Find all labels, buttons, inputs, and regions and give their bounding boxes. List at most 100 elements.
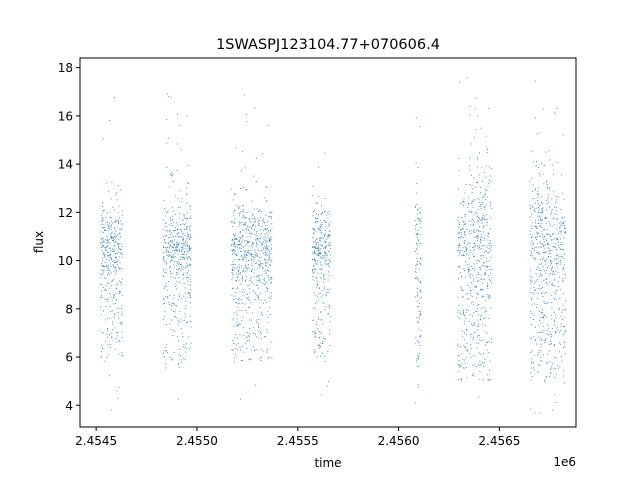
data-point: [555, 368, 556, 370]
data-point: [478, 217, 479, 218]
data-point: [239, 247, 240, 249]
data-point: [553, 344, 555, 345]
data-point: [534, 280, 536, 282]
data-point: [232, 274, 234, 276]
data-point: [111, 336, 113, 338]
data-point: [329, 221, 331, 223]
data-point: [187, 234, 189, 236]
data-point: [474, 322, 475, 324]
data-point: [480, 267, 482, 269]
data-point: [180, 355, 181, 357]
data-point: [468, 245, 470, 247]
data-point: [249, 221, 251, 223]
data-point: [538, 214, 540, 216]
data-point: [232, 287, 234, 289]
data-point: [479, 269, 481, 271]
data-point: [530, 337, 532, 339]
data-point: [122, 355, 124, 357]
data-point: [177, 319, 179, 321]
data-point: [476, 286, 477, 288]
data-point: [324, 278, 326, 280]
data-point: [533, 198, 535, 199]
data-point: [115, 257, 116, 259]
data-point: [542, 332, 543, 334]
data-point: [476, 297, 477, 299]
data-point: [114, 313, 115, 315]
data-point: [484, 207, 486, 209]
data-point: [468, 211, 470, 213]
data-point: [554, 321, 555, 323]
data-point: [482, 180, 483, 182]
data-point: [165, 344, 167, 346]
data-point: [180, 149, 182, 151]
data-point: [536, 343, 537, 345]
data-point: [239, 222, 241, 224]
data-point: [256, 232, 258, 234]
data-point: [475, 310, 477, 312]
data-point: [163, 200, 165, 202]
data-point: [466, 248, 468, 249]
data-point: [319, 239, 320, 241]
data-point: [319, 229, 321, 231]
data-point: [543, 257, 545, 259]
data-point: [101, 274, 103, 276]
data-point: [265, 214, 267, 216]
data-point: [113, 316, 115, 318]
data-point: [109, 293, 111, 294]
data-point: [177, 340, 179, 342]
data-point: [181, 297, 182, 299]
data-point: [459, 365, 461, 367]
data-point: [541, 312, 543, 314]
data-point: [164, 208, 165, 209]
data-point: [531, 350, 533, 352]
data-point: [121, 246, 123, 247]
data-point: [244, 240, 246, 242]
data-point: [257, 239, 259, 241]
data-point: [248, 359, 250, 361]
data-point: [480, 318, 481, 320]
data-point: [533, 362, 534, 364]
data-point: [252, 243, 254, 245]
data-point: [313, 265, 315, 267]
data-point: [233, 361, 235, 363]
data-point: [258, 219, 260, 221]
data-point: [459, 245, 461, 246]
data-point: [555, 314, 556, 316]
data-point: [172, 298, 174, 300]
data-point: [540, 343, 542, 345]
data-point: [478, 261, 480, 262]
data-point: [258, 281, 260, 283]
data-point: [325, 222, 327, 223]
data-point: [239, 243, 241, 245]
data-point: [311, 195, 313, 197]
data-point: [184, 313, 186, 315]
data-point: [117, 226, 118, 228]
data-point: [313, 233, 315, 235]
data-point: [560, 244, 562, 245]
data-point: [416, 249, 418, 251]
data-point: [246, 336, 248, 338]
data-point: [464, 346, 466, 348]
data-point: [458, 360, 460, 361]
data-point: [320, 333, 322, 335]
data-point: [242, 259, 243, 261]
data-point: [245, 240, 247, 242]
data-point: [104, 247, 106, 249]
data-point: [231, 269, 233, 271]
data-point: [551, 164, 553, 166]
data-point: [103, 227, 104, 229]
data-point: [106, 356, 108, 358]
data-point: [463, 268, 465, 269]
y-tick-label: 18: [58, 61, 73, 75]
x-tick-label: 2.4565: [478, 434, 520, 448]
data-point: [109, 270, 111, 272]
data-point: [464, 231, 466, 233]
data-point: [102, 244, 104, 246]
data-point: [328, 275, 330, 276]
data-point: [464, 240, 466, 242]
data-point: [239, 273, 241, 275]
data-point: [250, 358, 252, 360]
data-point: [174, 316, 175, 318]
data-point: [253, 175, 255, 177]
data-point: [535, 340, 536, 342]
